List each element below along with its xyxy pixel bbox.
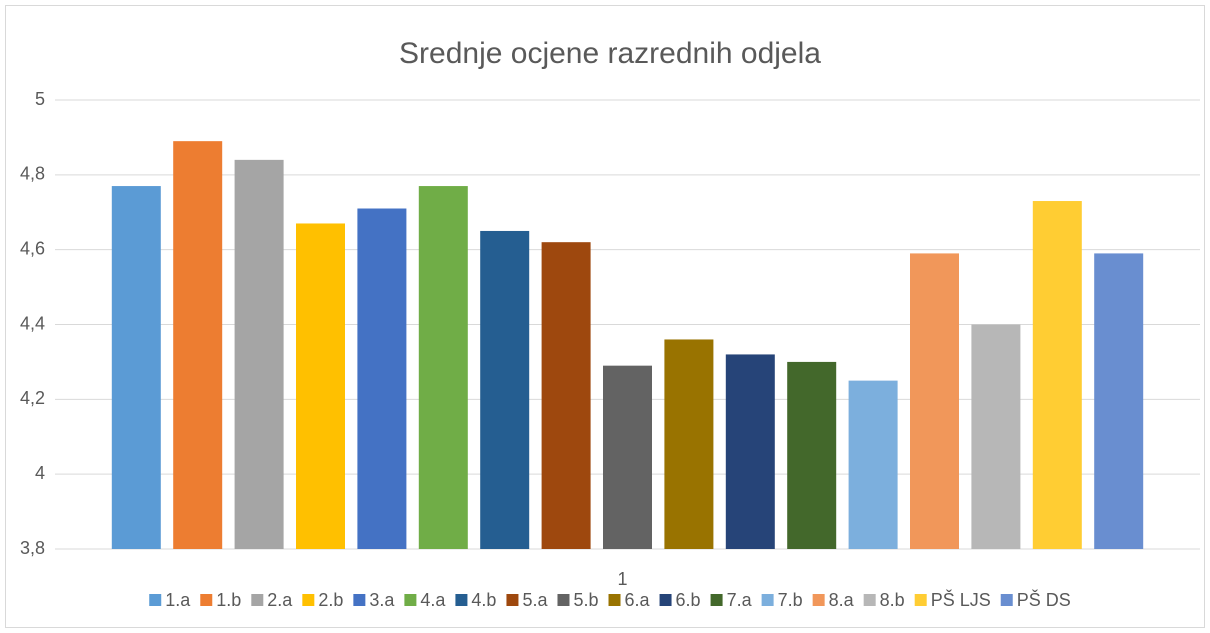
legend-swatch bbox=[659, 594, 672, 606]
legend-label: 5.a bbox=[522, 590, 548, 610]
legend-swatch bbox=[404, 594, 417, 606]
bar bbox=[1094, 253, 1144, 550]
bar bbox=[173, 141, 223, 550]
bar bbox=[848, 380, 898, 549]
legend-swatch bbox=[863, 594, 876, 606]
legend-label: 2.b bbox=[318, 590, 343, 610]
bar bbox=[603, 365, 652, 549]
legend-swatch bbox=[149, 594, 162, 606]
bar bbox=[664, 339, 714, 549]
y-tick-label: 4,2 bbox=[20, 388, 45, 408]
legend-swatch bbox=[608, 594, 621, 606]
legend-label: 8.a bbox=[829, 590, 855, 610]
legend-swatch bbox=[200, 594, 213, 606]
legend-label: 6.a bbox=[625, 590, 651, 610]
bar bbox=[296, 223, 345, 549]
legend-swatch bbox=[761, 594, 774, 606]
legend-label: 4.a bbox=[420, 590, 446, 610]
legend-label: PŠ DS bbox=[1017, 589, 1071, 610]
y-tick-label: 3,8 bbox=[20, 538, 45, 558]
y-tick-label: 4,8 bbox=[20, 164, 45, 184]
legend-swatch bbox=[455, 594, 468, 606]
bar bbox=[480, 230, 530, 550]
legend-label: 7.b bbox=[778, 590, 803, 610]
legend-label: 1.a bbox=[165, 590, 191, 610]
bar bbox=[725, 354, 775, 549]
chart-title: Srednje ocjene razrednih odjela bbox=[399, 37, 821, 70]
legend-label: 4.b bbox=[471, 590, 496, 610]
legend-swatch bbox=[812, 594, 825, 606]
legend-label: 5.b bbox=[573, 590, 598, 610]
legend-label: PŠ LJS bbox=[931, 589, 991, 610]
legend-swatch bbox=[557, 594, 570, 606]
bar bbox=[111, 186, 161, 549]
legend-label: 6.b bbox=[676, 590, 701, 610]
legend-label: 2.a bbox=[267, 590, 293, 610]
legend-swatch bbox=[302, 594, 315, 606]
legend-swatch bbox=[251, 594, 264, 606]
y-tick-label: 4,4 bbox=[20, 313, 45, 333]
legend-swatch bbox=[353, 594, 366, 606]
bar bbox=[787, 361, 837, 549]
legend-label: 3.a bbox=[369, 590, 395, 610]
legend-label: 7.a bbox=[727, 590, 753, 610]
legend-label: 8.b bbox=[880, 590, 905, 610]
bar bbox=[541, 242, 591, 549]
bar bbox=[910, 253, 959, 550]
legend-label: 1.b bbox=[216, 590, 241, 610]
legend-swatch bbox=[710, 594, 723, 606]
x-tick-label: 1 bbox=[617, 569, 627, 589]
bar bbox=[1032, 201, 1082, 549]
bar bbox=[234, 159, 284, 549]
bar bbox=[418, 186, 468, 549]
y-tick-label: 4,6 bbox=[20, 238, 45, 258]
y-tick-label: 5 bbox=[35, 89, 45, 109]
legend-swatch bbox=[914, 594, 927, 606]
legend: 1.a 1.b 2.a 2.b 3.a 4.a 4.b 5.a 5.b 6.a 6.b 7.a 7.b 8… bbox=[149, 589, 1071, 610]
legend-swatch bbox=[506, 594, 519, 606]
legend-swatch bbox=[1000, 594, 1013, 606]
y-tick-label: 4 bbox=[35, 463, 45, 483]
bar bbox=[971, 324, 1021, 549]
bar bbox=[357, 208, 407, 549]
